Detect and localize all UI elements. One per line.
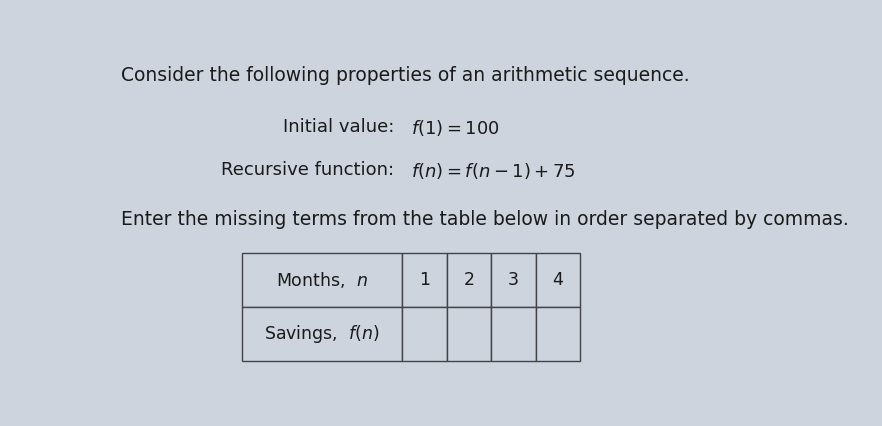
Bar — [491, 253, 535, 307]
Text: Savings,  $f(n)$: Savings, $f(n)$ — [265, 323, 380, 345]
Bar — [535, 253, 580, 307]
Text: $f(n) = f(n-1) + 75$: $f(n) = f(n-1) + 75$ — [411, 161, 576, 181]
Bar — [402, 253, 447, 307]
Bar — [242, 307, 402, 361]
Text: Enter the missing terms from the table below in order separated by commas.: Enter the missing terms from the table b… — [121, 210, 848, 229]
Bar — [402, 307, 447, 361]
Bar — [447, 253, 491, 307]
Text: Consider the following properties of an arithmetic sequence.: Consider the following properties of an … — [121, 66, 689, 85]
Text: Months,  $n$: Months, $n$ — [276, 270, 368, 290]
Text: Recursive function:: Recursive function: — [220, 161, 394, 179]
Text: Initial value:: Initial value: — [282, 118, 394, 136]
Bar — [447, 307, 491, 361]
Bar — [242, 253, 402, 307]
Text: 4: 4 — [552, 271, 564, 289]
Text: 2: 2 — [464, 271, 475, 289]
Text: 3: 3 — [508, 271, 519, 289]
Text: 1: 1 — [419, 271, 430, 289]
Text: $f(1) = 100$: $f(1) = 100$ — [411, 118, 500, 138]
Bar — [491, 307, 535, 361]
Bar — [535, 307, 580, 361]
